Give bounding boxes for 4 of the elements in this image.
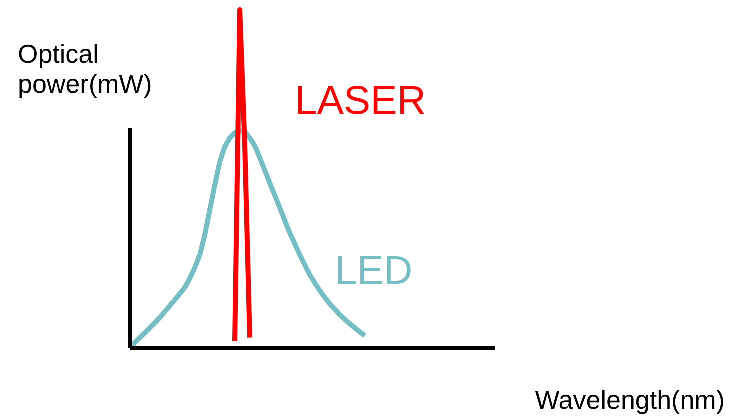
series-label: LED	[335, 249, 413, 293]
series-label: LASER	[295, 79, 426, 123]
y-axis-title: Optical power(mW)	[18, 39, 152, 99]
x-axis-title: Wavelength(nm)	[535, 385, 725, 415]
